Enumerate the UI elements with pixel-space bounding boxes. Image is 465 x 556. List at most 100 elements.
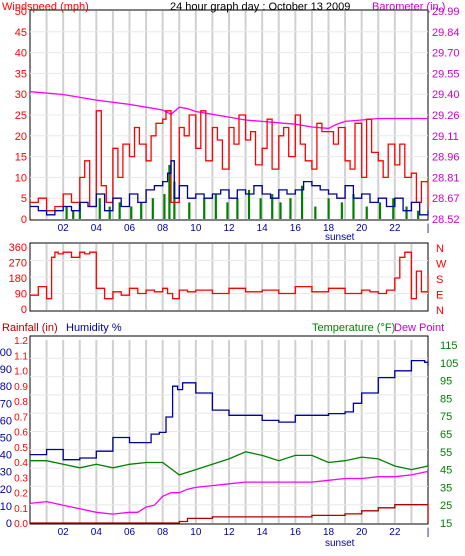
barometer-tick-label: 29.99 [432,6,460,18]
direction-tick-label: 360 [9,242,27,254]
temperature-tick-label: 45 [440,465,452,477]
barometer-tick-label: 28.81 [432,172,460,184]
wind-bar [300,185,304,219]
temperature-tick-label: 55 [440,447,452,459]
rainfall-tick-label: 0.4 [14,458,28,469]
rainfall-tick-label: 0.3 [14,473,28,484]
humidity-tick-label: 60 [0,415,12,427]
windspeed-tick-label: 25 [15,110,27,122]
wind-bar [72,210,75,219]
rainfall-tick-label: 0.9 [14,382,28,393]
x-tick-label: 20 [356,223,368,234]
wind-bar [173,181,176,219]
temperature-tick-label: 65 [440,429,452,441]
compass-label: E [436,290,443,302]
compass-label: N [436,243,444,255]
windspeed-tick-label: 40 [15,48,27,60]
humidity-line [30,359,429,461]
rainfall-tick-label: 0.6 [14,428,28,439]
direction-tick-label: 90 [15,289,27,301]
panel3-humidity-ticks: 0 10 20 30 40 50 60 70 80 90 100 [0,347,12,530]
humidity-tick-label: 80 [0,381,12,393]
compass-label: S [436,274,443,286]
wind-bar [259,198,262,219]
wind-bar [130,206,133,219]
x-tick-label: 18 [323,223,335,234]
wind-bar [118,202,121,219]
wind-bar [65,206,68,219]
wind-bar [168,164,171,219]
panel2-left-ticks: 0 90 180 270 360 [9,242,27,316]
rainfall-tick-label: 0.5 [14,443,28,454]
x-tick-label: | [427,223,430,234]
panel3-temp-ticks: 15 25 35 45 55 65 75 85 95 105 115 [440,340,458,530]
barometer-tick-label: 29.55 [432,68,460,80]
wind-bar [188,202,191,219]
x-tick-label: 06 [124,527,136,538]
humidity-tick-label: 20 [0,484,12,496]
windspeed-tick-label: 50 [15,6,27,18]
temperature-tick-label: 35 [440,482,452,494]
compass-label: W [436,259,447,271]
temperature-tick-label: 85 [440,393,452,405]
panel1-left-ticks: 0 5 10 15 20 25 30 35 40 45 50 [15,6,27,226]
wind-bar [327,198,330,219]
rainfall-line [30,504,429,524]
barometer-tick-label: 29.26 [432,110,460,122]
wind-bar [365,206,368,219]
humidity-tick-label: 10 [0,501,12,513]
temperature-tick-label: 115 [440,340,458,352]
barometer-tick-label: 28.52 [432,214,460,226]
wind-bar [271,194,274,219]
wind-direction-line [30,251,429,300]
panel3-rain-ticks: 0.0 0.1 0.2 0.3 0.4 0.5 0.6 0.7 0.8 0.9 1.0 1.1 1.2 [14,336,28,530]
rainfall-tick-label: 0.0 [14,519,28,530]
x-tick-label: 14 [257,527,269,538]
barometer-tick-label: 29.11 [432,131,459,143]
temperature-axis-label: Temperature (°F) [312,322,395,334]
x-tick-label: 02 [58,527,70,538]
wind-bar [226,202,229,219]
humidity-tick-label: 0 [6,518,12,530]
windspeed-axis-label: Windspeed (mph) [2,1,89,13]
barometer-tick-label: 29.84 [432,27,460,39]
humidity-tick-label: 90 [0,364,12,376]
compass-label: N [436,305,444,317]
wind-bar [108,206,111,219]
temperature-tick-label: 75 [440,411,452,423]
wind-bar [352,194,355,219]
humidity-tick-label: 70 [0,398,12,410]
x-tick-label: 12 [223,527,235,538]
panel3-grid [30,340,428,523]
x-tick-label: 22 [389,527,401,538]
rainfall-tick-label: 0.2 [14,489,28,500]
panel1-right-ticks: 28.52 28.67 28.81 28.96 29.11 29.26 29.40 29.55… [432,6,460,226]
x-tick-label: 08 [157,223,169,234]
rain-humidity-temp-panel: 0.00.10.20.30.40.50.60.70.80.91.01.11.2 … [0,322,458,549]
chart-title: 24 hour graph day : October 13 2009 [170,1,350,13]
wind-bar [203,198,206,219]
wind-bar [163,194,166,219]
temperature-tick-label: 95 [440,376,452,388]
x-tick-label: 18 [323,527,335,538]
wind-bar [98,198,101,219]
wind-bar [289,198,292,219]
rainfall-axis-label: Rainfall (in) [2,322,58,334]
humidity-tick-label: 30 [0,467,12,479]
wind-bar [405,206,408,219]
wind-gust-line [30,110,429,212]
wind-bar [378,202,382,219]
x-tick-label: 06 [124,223,136,234]
barometer-axis-label: Barometer (in.) [372,1,445,13]
x-tick-label: 08 [157,527,169,538]
windspeed-tick-label: 30 [15,89,27,101]
panel2-plot [30,251,429,300]
temperature-tick-label: 15 [440,518,452,530]
humidity-axis-label: Humidity % [66,322,122,334]
temperature-tick-label: 25 [440,500,452,512]
humidity-tick-label: 40 [0,450,12,462]
windspeed-tick-label: 15 [15,152,27,164]
